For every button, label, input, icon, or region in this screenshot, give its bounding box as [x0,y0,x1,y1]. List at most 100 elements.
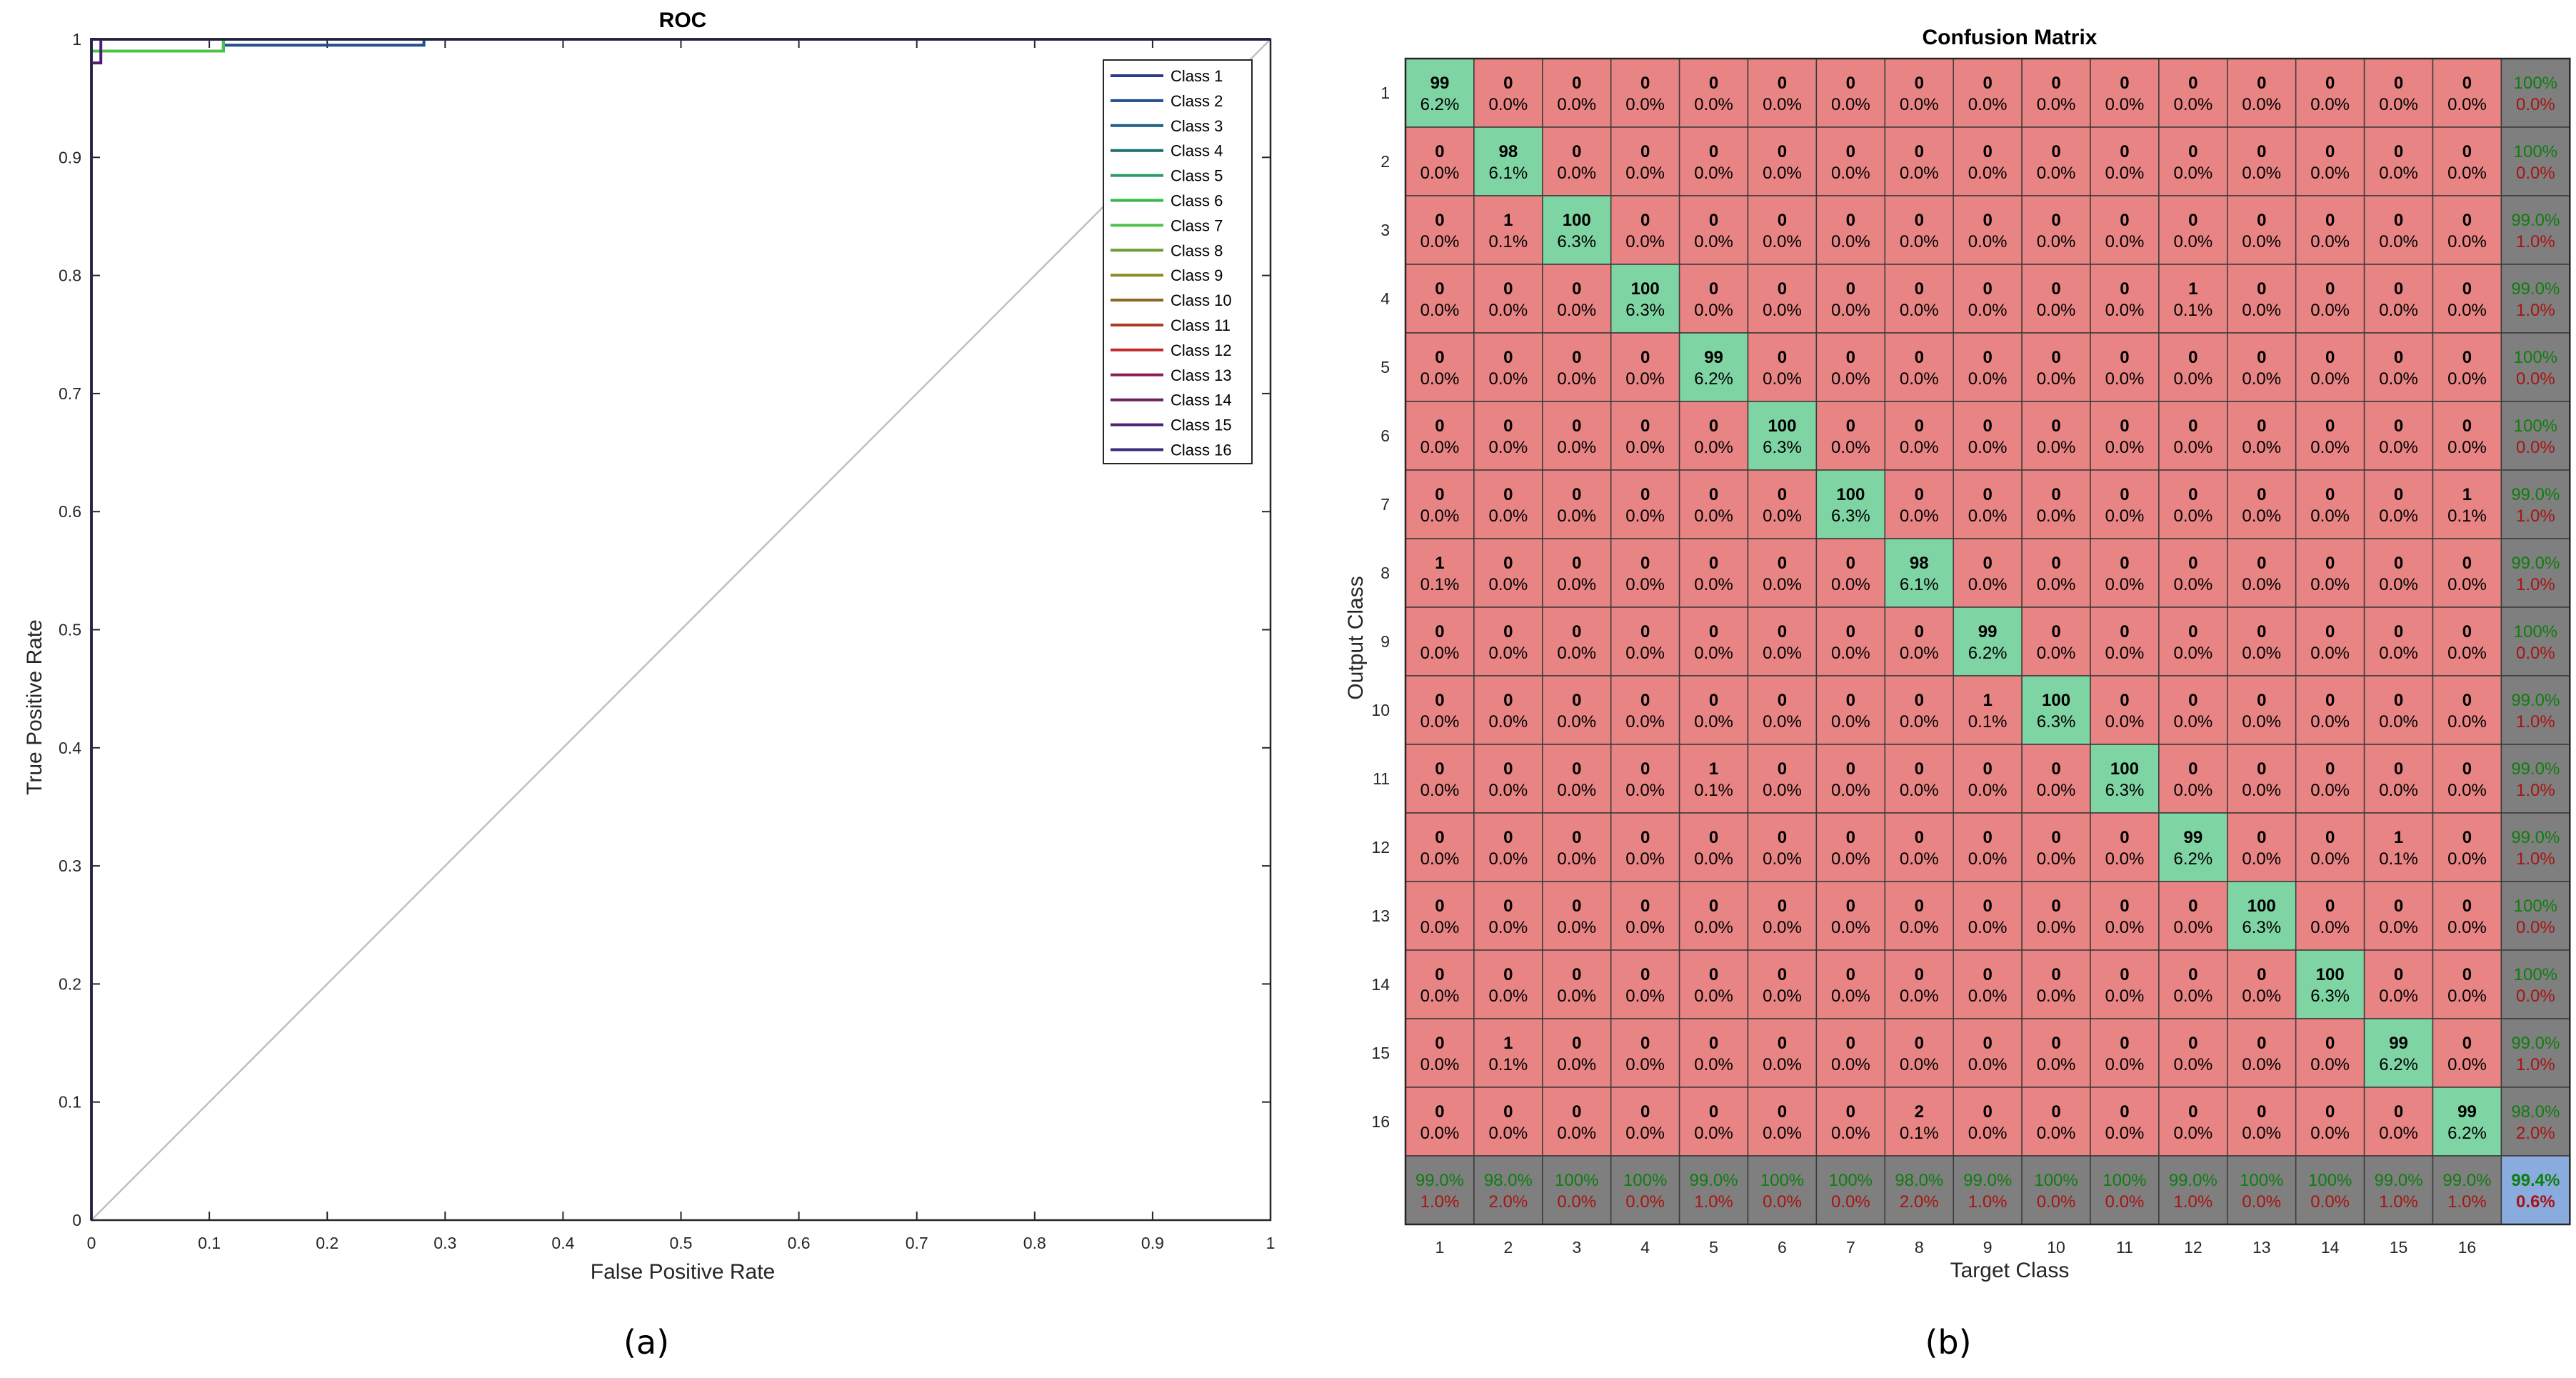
cm-cell [2090,538,2160,608]
cm-cell [1747,126,1818,196]
cm-cell [2227,675,2297,745]
cm-cell-value: 0 [1983,279,1992,299]
cm-cell [1473,675,1543,745]
cm-cell-value: 0 [1846,622,1855,641]
cm-row-summary-cell [2500,949,2571,1019]
cm-cell-percent: 0.0% [2242,301,2281,320]
cm-cell-value: 0 [2188,74,2197,93]
cm-col-label: 11 [2116,1238,2133,1257]
cm-cell-value: 0 [1846,828,1855,847]
cm-cell-percent: 0.0% [1763,369,1802,389]
cm-cell-percent: 0.0% [1968,438,2008,457]
cm-cell-percent: 0.0% [1694,1055,1733,1074]
cm-cell-value: 0 [2051,1102,2060,1122]
cm-row-summary-cell-percent: 1.0% [2516,506,2555,526]
cm-cell [1542,812,1612,882]
cm-cell-value: 0 [2051,622,2060,641]
cm-cell-percent: 0.0% [1625,644,1665,663]
roc-x-tick-label: 0.2 [316,1234,339,1252]
cm-cell [1542,606,1612,676]
cm-cell [1953,538,2023,608]
cm-cell-percent: 0.0% [2242,95,2281,114]
cm-cell [2295,58,2365,128]
cm-cell [1953,881,2023,951]
cm-cell-percent: 0.0% [2173,987,2212,1006]
cm-row-summary-cell-percent: 0.0% [2516,987,2555,1006]
cm-cell-value: 0 [2325,279,2335,299]
cm-row-summary-cell-value: 99.0% [2511,485,2560,504]
cm-cell-percent: 0.0% [1625,164,1665,183]
cm-cell-percent: 0.0% [2447,781,2487,800]
cm-cell-value: 0 [2462,759,2472,779]
cm-cell-value: 0 [1915,74,1924,93]
cm-cell [1678,1087,1749,1157]
cm-cell [2295,195,2365,265]
cm-cell-value: 0 [1846,348,1855,367]
cm-cell [1678,881,1749,951]
cm-cell-percent: 0.0% [2173,506,2212,526]
cm-row-summary-cell [2500,126,2571,196]
cm-cell-value: 0 [1572,622,1581,641]
cm-cell-percent: 0.0% [1763,164,1802,183]
cm-cell [1884,675,1954,745]
cm-cell [1747,332,1818,402]
cm-cell-value: 0 [2325,142,2335,161]
roc-y-tick-label: 0.7 [59,384,81,403]
cm-cell-value: 0 [2462,348,2472,367]
cm-cell-value: 0 [2394,279,2403,299]
cm-cell-value: 0 [1503,965,1513,984]
cm-cell [1610,881,1680,951]
cm-cell-value: 0 [2188,416,2197,436]
cm-cell-value: 0 [1435,622,1444,641]
cm-cell-percent: 0.0% [1625,95,1665,114]
cm-cell-value: 0 [1640,416,1650,436]
cm-cell [1815,264,1886,334]
cm-cell-percent: 0.0% [1831,1124,1870,1143]
cm-cell [1953,332,2023,402]
cm-cell-percent: 0.0% [1831,164,1870,183]
cm-cell-percent: 0.0% [1968,918,2008,937]
cm-row-summary-cell [2500,469,2571,539]
cm-cell-value: 0 [2120,965,2129,984]
cm-cell-value: 0 [2462,554,2472,573]
cm-cell-percent: 0.0% [1557,369,1596,389]
cm-col-summary-cell [1473,1155,1543,1225]
cm-cell-percent: 0.1% [1694,781,1733,800]
cm-cell-percent: 0.0% [1625,506,1665,526]
cm-cell [2432,744,2502,814]
cm-cell-percent: 0.0% [1420,987,1460,1006]
cm-cell-percent: 0.0% [1831,987,1870,1006]
cm-cell-percent: 0.0% [2105,575,2145,594]
cm-cell [1678,126,1749,196]
cm-cell [1678,264,1749,334]
cm-cell-percent: 0.0% [1763,644,1802,663]
cm-cell-percent: 0.0% [1900,506,1939,526]
cm-cell-percent: 0.0% [1968,781,2008,800]
cm-cell-percent: 6.3% [2242,918,2281,937]
cm-cell-percent: 6.1% [1488,164,1528,183]
cm-cell-value: 0 [1435,1034,1444,1053]
cm-col-summary-cell-percent: 0.0% [1831,1192,1870,1212]
cm-cell-value: 0 [2188,211,2197,230]
cm-cell-value: 0 [2257,965,2266,984]
cm-cell [2021,264,2091,334]
cm-cell-percent: 0.0% [1831,1055,1870,1074]
roc-panel: ROC 0 0.1 0.2 0.3 0.4 0.5 0.6 0.7 0.8 0.9 1 0 0.1 0.2… [23,9,1275,1362]
cm-cell [1610,675,1680,745]
cm-cell [2090,881,2160,951]
cm-cell-percent: 0.0% [2242,781,2281,800]
cm-cell-value: 0 [1846,759,1855,779]
cm-cell [1405,1018,1475,1088]
cm-row-summary-cell-value: 99.0% [2511,759,2560,779]
cm-cell-value: 0 [1572,759,1581,779]
cm-cell-value: 0 [2257,828,2266,847]
cm-cell-percent: 6.3% [1625,301,1665,320]
cm-cell-percent: 0.0% [1420,781,1460,800]
cm-cell-percent: 0.0% [1488,575,1528,594]
cm-cell-value: 0 [2188,965,2197,984]
cm-cell-value: 0 [2188,142,2197,161]
cm-cell-percent: 0.0% [2447,164,2487,183]
cm-cell [2158,401,2228,471]
cm-cell-value: 1 [1983,691,1992,710]
cm-cell-percent: 0.0% [2379,644,2418,663]
